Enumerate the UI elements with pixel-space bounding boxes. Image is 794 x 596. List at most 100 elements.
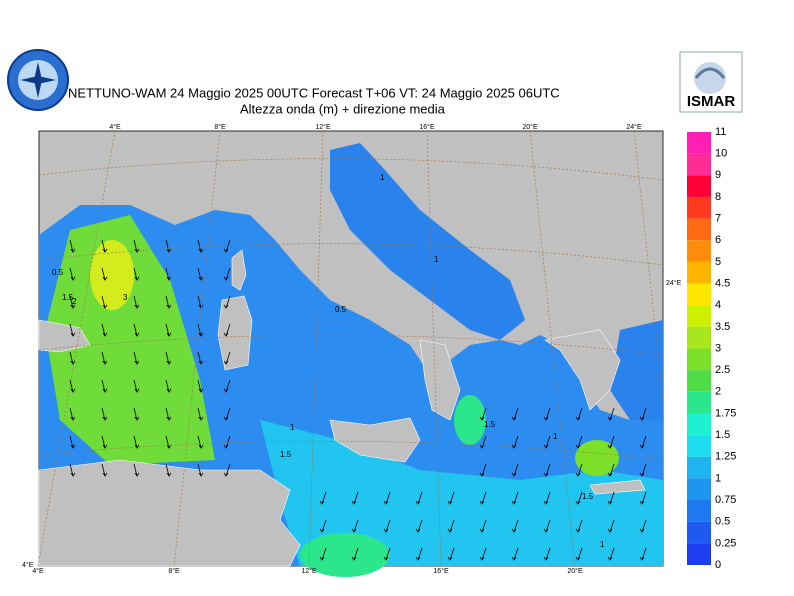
direction-arrow — [223, 435, 231, 449]
direction-arrow — [133, 267, 140, 281]
direction-arrow — [101, 435, 108, 449]
legend-label: 2.5 — [715, 364, 730, 376]
direction-arrow — [511, 435, 519, 449]
direction-arrow — [479, 463, 487, 477]
direction-arrow — [165, 239, 172, 253]
legend-swatch — [687, 240, 711, 262]
direction-arrow — [101, 407, 108, 421]
direction-arrow — [543, 463, 551, 477]
legend-swatch — [687, 175, 711, 197]
legend-label: 0.5 — [715, 516, 730, 528]
legend-swatch — [687, 478, 711, 501]
direction-arrow — [223, 463, 231, 477]
contour-label: 2 — [72, 297, 77, 306]
direction-arrow — [69, 407, 76, 421]
title: NETTUNO-WAM 24 Maggio 2025 00UTC Forecas… — [68, 85, 560, 100]
legend-swatch — [687, 348, 711, 371]
contour-labels: 0.5 1.5 2 3 0.5 1 1 1.5 1 1.5 1 1.5 1 — [52, 173, 605, 549]
direction-arrow — [197, 267, 204, 281]
direction-arrow — [197, 295, 204, 309]
legend: 11 10 9 8 7 6 5 4.5 4 3.5 3 2.5 2 1.75 1.5 1.25 1 0.75 0.5… — [687, 126, 736, 571]
legend-swatch — [687, 261, 711, 284]
sea-adriatic — [330, 143, 525, 340]
direction-arrow — [69, 379, 76, 393]
lon-label: 16°E — [419, 123, 435, 131]
direction-arrow — [639, 463, 647, 477]
map: 0.5 1.5 2 3 0.5 1 1 1.5 1 1.5 1 1.5 1 — [37, 130, 664, 577]
legend-label: 5 — [715, 256, 721, 268]
direction-arrow — [223, 239, 231, 253]
direction-arrow — [197, 463, 204, 477]
crete — [589, 479, 646, 495]
corsica — [231, 249, 247, 291]
direction-arrow — [575, 547, 583, 561]
lon-label: 12°E — [301, 567, 317, 575]
direction-arrow — [223, 351, 231, 365]
legend-swatch — [687, 132, 711, 154]
direction-arrow — [319, 519, 327, 533]
lon-label: 24°E — [626, 123, 642, 131]
direction-arrow — [69, 323, 76, 337]
wave-zone-light — [260, 420, 663, 566]
legend-label: 0 — [715, 559, 721, 571]
corner-label: 4°E — [22, 561, 34, 569]
direction-arrow — [223, 267, 231, 281]
lon-label: 20°E — [567, 567, 583, 575]
direction-arrow — [165, 267, 172, 281]
contour-label: 1 — [380, 173, 385, 182]
legend-label: 4.5 — [715, 277, 730, 289]
direction-arrow — [69, 463, 76, 477]
legend-label: 10 — [715, 148, 727, 160]
direction-arrow — [511, 463, 519, 477]
direction-arrow — [101, 351, 108, 365]
contour-label: 0.5 — [52, 268, 64, 277]
africa — [38, 459, 301, 567]
direction-arrow — [133, 323, 140, 337]
direction-arrow — [607, 407, 615, 421]
direction-arrow — [479, 547, 487, 561]
direction-arrow — [223, 323, 231, 337]
direction-arrow — [165, 295, 172, 309]
direction-arrow — [511, 519, 519, 533]
direction-arrow — [165, 351, 172, 365]
legend-label: 11 — [715, 126, 726, 138]
subtitle: Altezza onda (m) + direzione media — [240, 101, 446, 116]
contour-label: 1 — [290, 423, 295, 432]
contour-label: 1 — [600, 540, 605, 549]
direction-arrow — [197, 323, 204, 337]
direction-arrow — [197, 351, 204, 365]
direction-arrow — [101, 239, 108, 253]
direction-arrow — [639, 407, 647, 421]
direction-arrow — [543, 547, 551, 561]
direction-arrow — [575, 407, 583, 421]
contour-label: 1.5 — [484, 420, 496, 429]
direction-arrow — [543, 435, 551, 449]
direction-arrow — [133, 463, 140, 477]
left-logo — [7, 49, 69, 111]
right-lat-label: 24°E — [666, 279, 682, 287]
contour-label: 1 — [434, 255, 439, 264]
wave-zone-green — [45, 215, 215, 465]
lon-label: 4°E — [32, 567, 44, 575]
direction-arrow — [383, 491, 391, 505]
legend-label: 6 — [715, 234, 721, 246]
direction-arrow — [639, 547, 647, 561]
direction-arrow — [607, 519, 615, 533]
direction-arrow — [319, 491, 327, 505]
right-logo: ISMAR — [679, 51, 743, 113]
contour-label: 1.5 — [280, 450, 292, 459]
legend-label: 8 — [715, 191, 721, 203]
direction-arrow — [133, 379, 140, 393]
legend-swatch — [687, 500, 711, 522]
legend-label: 3 — [715, 342, 721, 354]
legend-swatch — [687, 413, 711, 436]
direction-arrow — [101, 379, 108, 393]
direction-arrow — [101, 267, 108, 281]
direction-arrow — [101, 295, 108, 309]
direction-arrow — [133, 407, 140, 421]
direction-arrow — [543, 407, 551, 421]
contour-label: 0.5 — [335, 305, 347, 314]
lon-label: 12°E — [315, 123, 331, 131]
direction-arrow — [197, 239, 204, 253]
